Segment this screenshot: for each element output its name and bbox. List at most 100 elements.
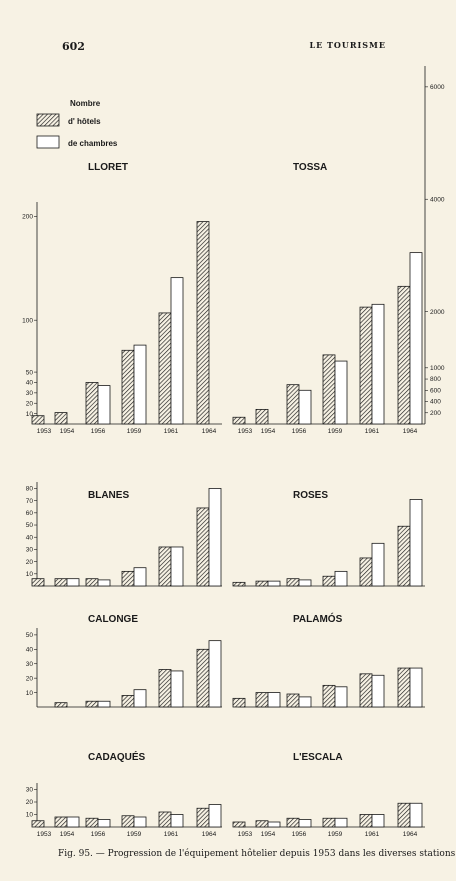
bar-rooms <box>97 700 111 708</box>
chart-panel: TOSSA 200 400 600 800 1000 2000 4000 6000 1953 195… <box>232 66 445 435</box>
y-tick-label: 1000 <box>430 365 445 372</box>
chart-title: BLANES <box>88 490 129 501</box>
legend-swatch-hotels <box>36 113 60 127</box>
bar-hotels <box>158 811 172 828</box>
bar-rooms <box>208 640 222 708</box>
bar-hotels <box>196 648 210 708</box>
y-tick-label: 800 <box>430 376 441 383</box>
bar-hotels <box>286 384 300 425</box>
bar-rooms <box>170 670 184 708</box>
bar-hotels <box>85 817 99 828</box>
y-tick-label: 10 <box>26 812 34 819</box>
bar-rooms <box>371 674 385 708</box>
bar-rooms <box>409 252 423 425</box>
chart-title: TOSSA <box>293 162 327 173</box>
category-label: 1961 <box>164 428 179 435</box>
bar-hotels <box>85 700 99 708</box>
category-label: 1956 <box>292 428 307 435</box>
bar-hotels <box>286 817 300 828</box>
y-tick-label: 10 <box>26 571 34 578</box>
category-label: 1954 <box>60 831 75 838</box>
bar-rooms <box>208 488 222 587</box>
bar-hotels <box>121 695 135 708</box>
bar-hotels <box>232 697 246 708</box>
bar-hotels <box>255 820 269 828</box>
bar-rooms <box>371 542 385 587</box>
category-label: 1959 <box>127 428 142 435</box>
chart-title: CALONGE <box>88 614 138 625</box>
category-label: 1959 <box>328 831 343 838</box>
bar-hotels <box>85 382 99 425</box>
bar-hotels <box>85 578 99 587</box>
bar-rooms <box>267 821 281 828</box>
chart-title: PALAMÓS <box>293 612 343 625</box>
y-tick-label: 40 <box>26 380 34 387</box>
chart-panel: L'ESCALA 1953 1954 1956 1959 1961 1964 <box>232 752 425 838</box>
legend-label-hotels: d' hôtels <box>68 117 101 126</box>
bar-rooms <box>133 567 147 587</box>
bar-rooms <box>97 819 111 828</box>
bar-rooms <box>267 580 281 587</box>
bar-hotels <box>121 349 135 425</box>
bar-rooms <box>298 389 312 425</box>
category-label: 1956 <box>91 831 106 838</box>
category-label: 1959 <box>127 831 142 838</box>
y-tick-label: 20 <box>26 675 34 682</box>
bar-hotels <box>359 557 373 587</box>
category-label: 1964 <box>202 428 217 435</box>
y-tick-label: 60 <box>26 510 34 517</box>
bar-rooms <box>66 578 80 587</box>
bar-hotels <box>54 816 68 828</box>
bar-hotels <box>54 412 68 425</box>
bar-rooms <box>298 819 312 828</box>
legend-label-rooms: de chambres <box>68 139 118 148</box>
bar-hotels <box>359 306 373 425</box>
category-label: 1964 <box>202 831 217 838</box>
bar-hotels <box>31 820 45 828</box>
bar-rooms <box>409 499 423 587</box>
bar-hotels <box>397 667 411 708</box>
bar-rooms <box>170 277 184 425</box>
page-heading: LE TOURISME <box>309 40 386 50</box>
bar-hotels <box>286 693 300 708</box>
y-tick-label: 10 <box>26 411 34 418</box>
bar-rooms <box>97 579 111 587</box>
bar-hotels <box>158 546 172 587</box>
category-label: 1956 <box>91 428 106 435</box>
y-tick-label: 30 <box>26 661 34 668</box>
bar-hotels <box>322 575 336 587</box>
y-tick-label: 100 <box>22 317 33 324</box>
y-tick-label: 200 <box>430 410 441 417</box>
bar-rooms <box>133 689 147 708</box>
category-label: 1954 <box>261 831 276 838</box>
chart-title: ROSES <box>293 490 328 501</box>
bar-rooms <box>371 814 385 828</box>
category-label: 1964 <box>403 428 418 435</box>
legend-swatch-rooms <box>36 135 60 149</box>
bar-hotels <box>255 580 269 587</box>
category-label: 1961 <box>164 831 179 838</box>
category-label: 1954 <box>60 428 75 435</box>
y-tick-label: 50 <box>26 369 34 376</box>
bar-rooms <box>334 360 348 425</box>
y-tick-label: 50 <box>26 522 34 529</box>
figure-caption: Fig. 95. — Progression de l'équipement h… <box>58 849 456 859</box>
bar-rooms <box>133 816 147 828</box>
bar-hotels <box>322 817 336 828</box>
page-number: 602 <box>62 40 85 53</box>
bar-hotels <box>232 821 246 828</box>
y-tick-label: 600 <box>430 387 441 394</box>
chart-panel: LLORET 10 20 30 40 50 100 200 1953 1954 1956 1959 19… <box>22 162 222 435</box>
chart-panel: PALAMÓS <box>232 612 425 708</box>
bar-hotels <box>31 415 45 425</box>
bar-rooms <box>267 692 281 708</box>
bar-hotels <box>397 802 411 828</box>
chart-panel: BLANES 10 20 30 40 50 60 70 80 <box>26 482 222 587</box>
y-tick-label: 200 <box>22 214 33 221</box>
bar-hotels <box>196 807 210 828</box>
bar-hotels <box>322 684 336 708</box>
bar-hotels <box>232 416 246 425</box>
category-label: 1959 <box>328 428 343 435</box>
bar-rooms <box>170 546 184 587</box>
